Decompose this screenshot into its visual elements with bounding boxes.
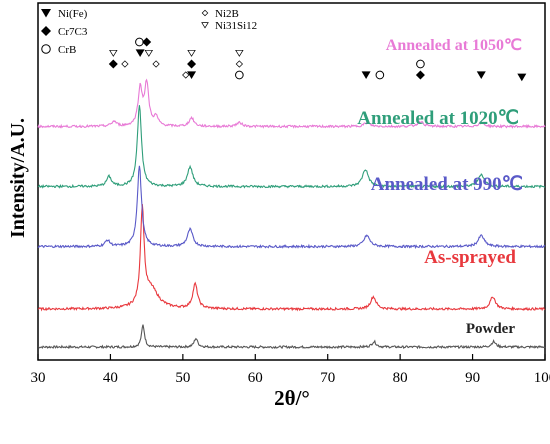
ni31si12-marker: [109, 49, 118, 57]
legend-label: Ni(Fe): [58, 8, 88, 20]
x-tick-label: 30: [31, 370, 46, 386]
legend-label: CrB: [58, 44, 76, 56]
plot-frame: [37, 2, 546, 361]
crb-marker: [235, 70, 244, 80]
cr7c3-marker: [415, 70, 425, 80]
ni31si12-marker: [201, 22, 209, 29]
ni2b-marker: [121, 60, 129, 68]
series-line: [37, 203, 546, 312]
series-line: [37, 105, 546, 189]
cr7c3-marker: [142, 37, 152, 47]
ni-fe-marker: [135, 49, 145, 58]
ni-fe-marker: [476, 71, 486, 80]
x-tick-label: 40: [103, 370, 118, 386]
x-tick-label: 60: [248, 370, 263, 386]
crb-marker: [41, 44, 51, 54]
cr7c3-marker: [187, 59, 197, 69]
series-labels: Powder As-sprayed Annealed at 990℃ Annealed…: [357, 37, 523, 337]
ni31si12-marker: [144, 49, 154, 57]
series-label: As-sprayed: [424, 247, 516, 268]
ni2b-marker: [182, 71, 190, 79]
legend-label: Cr7C3: [58, 26, 88, 38]
ni2b-marker: [201, 9, 209, 17]
crb-marker: [375, 70, 385, 80]
ni-fe-marker: [187, 71, 197, 80]
x-axis-title: 2θ/°: [274, 386, 310, 410]
ni31si12-marker: [187, 49, 196, 57]
ni-fe-marker: [361, 71, 371, 80]
legend-label: Ni2B: [215, 8, 239, 20]
crb-marker: [416, 59, 425, 69]
ni2b-marker: [235, 60, 243, 68]
x-tick-label: 70: [320, 370, 335, 386]
series-line: [37, 324, 546, 350]
x-tick-label: 100: [534, 370, 550, 386]
x-axis-ticks: 30 40 50 60 70 80 90 100: [31, 354, 550, 386]
cr7c3-marker: [41, 26, 51, 36]
series-label: Annealed at 990℃: [371, 174, 523, 195]
ni-fe-marker: [41, 9, 51, 18]
x-tick-label: 90: [465, 370, 480, 386]
y-axis-title: Intensity/A.U.: [7, 118, 29, 238]
series-line: [37, 165, 546, 250]
cr7c3-marker: [108, 59, 118, 69]
legend-label: Ni31Si12: [215, 20, 257, 32]
ni31si12-marker: [235, 49, 244, 57]
series-traces: [37, 78, 546, 350]
series-label: Annealed at 1020℃: [357, 108, 519, 129]
ni2b-marker: [152, 60, 160, 68]
phase-markers: [108, 37, 527, 82]
x-tick-label: 50: [175, 370, 190, 386]
x-tick-label: 80: [393, 370, 408, 386]
series-label: Powder: [466, 321, 515, 337]
crb-marker: [135, 37, 144, 47]
series-label: Annealed at 1050℃: [386, 37, 522, 54]
ni-fe-marker: [517, 73, 527, 82]
series-line: [37, 78, 546, 129]
